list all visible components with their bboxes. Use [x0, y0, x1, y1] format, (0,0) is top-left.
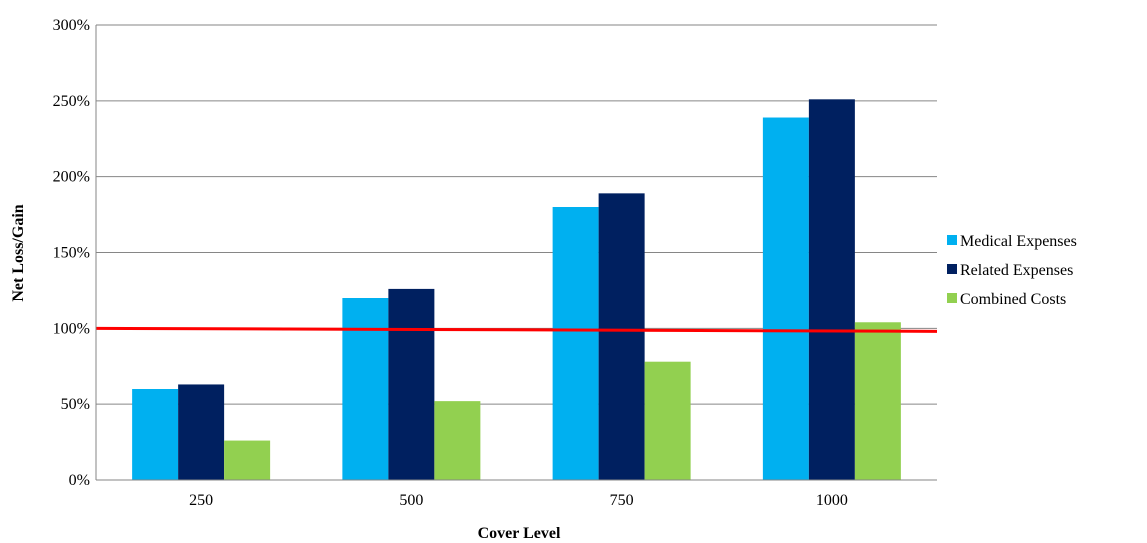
bar-combined-costs-250 [224, 440, 271, 480]
x-tick-label: 250 [189, 492, 213, 509]
legend-swatch [947, 264, 957, 274]
x-tick-label: 750 [610, 492, 634, 509]
bars-layer [132, 99, 901, 481]
y-tick-label: 0% [69, 472, 90, 489]
y-tick-label: 250% [53, 93, 90, 110]
y-tick-label: 100% [53, 320, 90, 337]
axes-layer [95, 25, 937, 481]
bar-combined-costs-500 [434, 401, 481, 480]
x-tick-label: 500 [399, 492, 423, 509]
reference-line-layer [95, 326, 938, 333]
y-tick-label: 300% [53, 17, 90, 34]
bar-medical-expenses-250 [132, 389, 179, 480]
bar-related-expenses-500 [388, 288, 435, 480]
bar-combined-costs-1000 [854, 322, 901, 480]
x-tick-label: 1000 [816, 492, 848, 509]
y-tick-label: 200% [53, 169, 90, 186]
x-axis-title: Cover Level [478, 525, 561, 542]
bar-related-expenses-250 [178, 384, 225, 480]
y-axis-title: Net Loss/Gain [10, 204, 27, 301]
legend-label: Medical Expenses [960, 233, 1077, 250]
bar-related-expenses-750 [598, 193, 645, 480]
legend-label: Combined Costs [960, 291, 1066, 308]
bar-medical-expenses-750 [552, 207, 599, 480]
bar-related-expenses-1000 [808, 99, 855, 481]
y-tick-label: 150% [53, 245, 90, 262]
legend-swatch [947, 235, 957, 245]
bar-combined-costs-750 [644, 361, 691, 480]
legend-label: Related Expenses [960, 262, 1073, 279]
legend: Medical Expenses Related Expenses Combined… [947, 233, 1077, 308]
legend-swatch [947, 293, 957, 303]
y-tick-label: 50% [61, 396, 90, 413]
tick-labels-layer: 0% 50% 100% 150% 200% 250% 300% 250 500 750 1000 [53, 17, 848, 509]
bar-medical-expenses-500 [342, 298, 389, 480]
bar-medical-expenses-1000 [762, 117, 809, 481]
reference-line [95, 326, 938, 333]
